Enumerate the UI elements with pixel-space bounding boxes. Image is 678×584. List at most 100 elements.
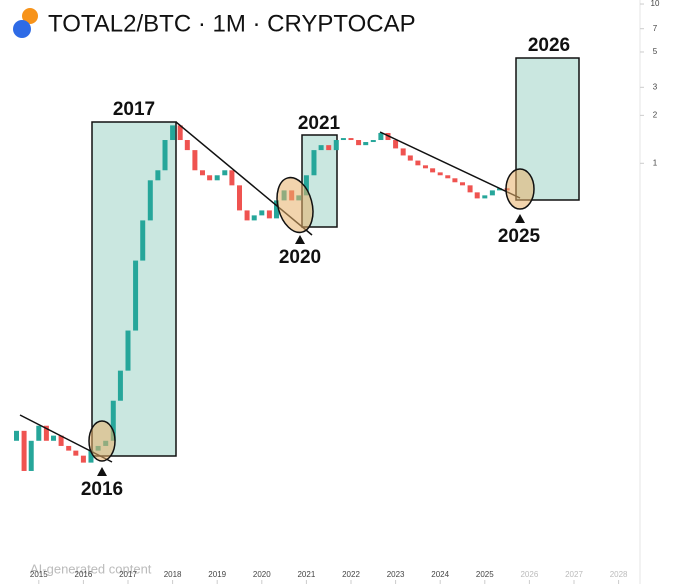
candle xyxy=(356,140,362,146)
arrow xyxy=(97,467,107,476)
x-tick-label: 2024 xyxy=(431,570,449,579)
candle xyxy=(348,138,354,141)
candle xyxy=(497,188,503,191)
candle xyxy=(340,138,346,141)
y-tick-label: 5 xyxy=(653,47,658,56)
trend-line xyxy=(379,131,521,199)
candle xyxy=(244,210,250,221)
btc-icon xyxy=(22,8,38,24)
x-tick-label: 2027 xyxy=(565,570,583,579)
candle xyxy=(333,140,339,151)
candle xyxy=(43,425,49,441)
x-tick-label: 2016 xyxy=(75,570,93,579)
y-tick-label: 2 xyxy=(653,110,658,119)
candle xyxy=(88,450,94,463)
candle xyxy=(452,178,458,183)
candle xyxy=(80,455,86,463)
candle xyxy=(147,180,153,221)
candle xyxy=(207,175,213,181)
candle xyxy=(274,200,280,219)
candle xyxy=(422,165,428,169)
candle xyxy=(36,425,42,441)
overlays xyxy=(19,121,535,476)
highlight-ellipse xyxy=(505,168,535,210)
x-tick-label: 2022 xyxy=(342,570,360,579)
candle xyxy=(266,210,272,219)
y-tick-label: 1 xyxy=(653,158,658,167)
candle xyxy=(259,210,265,216)
annotation: 2020 xyxy=(279,247,321,268)
highlight-ellipse xyxy=(276,176,314,234)
candle xyxy=(177,125,183,141)
y-tick-label: 3 xyxy=(653,82,658,91)
candle xyxy=(400,148,406,156)
x-tick-label: 2021 xyxy=(297,570,315,579)
candle xyxy=(229,170,235,186)
candle xyxy=(251,215,257,221)
candle xyxy=(110,400,116,441)
candle xyxy=(445,175,451,179)
candle xyxy=(66,445,72,451)
x-tick-label: 2026 xyxy=(520,570,538,579)
candle xyxy=(73,450,79,456)
arrow xyxy=(515,214,525,223)
candle xyxy=(318,145,324,151)
watermark: AI-generated content xyxy=(30,561,152,576)
annotation: 2025 xyxy=(498,226,541,247)
candle xyxy=(192,150,198,171)
annotation: 2016 xyxy=(81,479,123,500)
candle xyxy=(303,175,309,196)
x-tick-label: 2018 xyxy=(164,570,182,579)
logo xyxy=(13,8,38,38)
x-tick-label: 2017 xyxy=(119,570,137,579)
candle xyxy=(58,435,64,446)
candle xyxy=(125,330,131,371)
candle xyxy=(311,150,317,176)
candle xyxy=(133,260,139,331)
candle xyxy=(184,140,190,151)
candle xyxy=(378,132,384,141)
candle xyxy=(170,125,176,141)
candle xyxy=(14,430,20,441)
candle xyxy=(407,155,413,161)
candle xyxy=(459,182,465,186)
candle xyxy=(474,192,480,199)
candle xyxy=(437,172,443,176)
x-tick-label: 2015 xyxy=(30,570,48,579)
x-tick-label: 2023 xyxy=(387,570,405,579)
candle xyxy=(28,440,34,471)
y-tick-label: 7 xyxy=(653,24,658,33)
candle xyxy=(162,140,168,171)
candles xyxy=(14,125,510,471)
candle xyxy=(430,168,436,173)
chart-title: TOTAL2/BTC · 1M · CRYPTOCAP xyxy=(48,10,416,37)
annotation: 2026 xyxy=(528,35,570,56)
candle xyxy=(51,435,57,441)
candle xyxy=(489,190,495,196)
highlight-ellipse xyxy=(88,420,116,462)
candle xyxy=(199,170,205,176)
candle xyxy=(21,430,27,471)
cap-icon xyxy=(13,20,31,38)
candle xyxy=(482,195,488,199)
y-tick-label: 10 xyxy=(651,0,660,8)
candle xyxy=(140,220,146,261)
candle xyxy=(222,170,228,176)
x-tick-label: 2020 xyxy=(253,570,271,579)
arrow xyxy=(295,235,305,244)
candle xyxy=(214,175,220,181)
candle xyxy=(415,160,421,166)
candle xyxy=(117,370,123,401)
annotation: 2021 xyxy=(298,113,341,134)
annotation: 2017 xyxy=(113,99,155,120)
candle xyxy=(467,185,473,193)
candle xyxy=(326,145,332,151)
candle xyxy=(370,140,376,143)
x-tick-label: 2028 xyxy=(610,570,628,579)
candle xyxy=(155,170,161,181)
candle xyxy=(236,185,242,211)
x-tick-label: 2025 xyxy=(476,570,494,579)
x-tick-label: 2019 xyxy=(208,570,226,579)
candle xyxy=(363,142,369,146)
